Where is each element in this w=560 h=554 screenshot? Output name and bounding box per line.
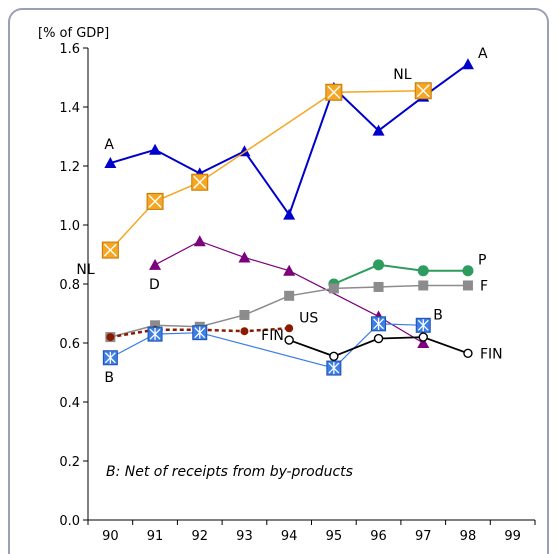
marker-f [150, 320, 161, 331]
series-line-p [333, 263, 468, 285]
chart-annotation: B: Net of receipts from by-products [106, 464, 353, 480]
marker-d [283, 264, 296, 276]
marker-fin [329, 351, 339, 361]
x-tick-label: 96 [370, 529, 387, 544]
marker-nl [325, 83, 343, 101]
marker-nl [101, 241, 119, 259]
y-tick-label: 0.0 [59, 514, 80, 529]
x-tick-label: 95 [326, 529, 343, 544]
series-label-fin: FIN [480, 346, 503, 362]
marker-fin [463, 348, 473, 359]
series-label-fin: FIN [261, 328, 284, 344]
marker-fin [418, 332, 428, 342]
x-tick-label: 93 [236, 529, 253, 544]
chart-frame [8, 8, 549, 554]
marker-us [240, 327, 249, 336]
x-tick-label: 90 [102, 529, 119, 544]
y-tick-label: 0.8 [59, 278, 80, 293]
series-label-nl: NL [76, 262, 94, 278]
marker-f [239, 309, 250, 320]
series-label-nl: NL [393, 67, 411, 83]
series-label-p: P [478, 253, 486, 269]
marker-f [418, 280, 429, 291]
series-label-a: A [478, 46, 488, 62]
series-labels: A A NL NL D PF US B B FIN FIN [76, 46, 502, 386]
marker-fin [373, 333, 384, 344]
marker-nl [191, 173, 209, 191]
marker-b [147, 326, 163, 342]
y-tick-label: 0.6 [59, 337, 80, 352]
marker-nl [414, 82, 432, 100]
series-line-nl [109, 90, 424, 251]
series-label-b: B [104, 370, 114, 386]
y-tick-label: 1.2 [59, 160, 80, 175]
marker-a [104, 157, 117, 169]
marker-us [106, 333, 115, 342]
marker-f [328, 283, 339, 294]
marker-f [462, 280, 473, 291]
x-tick-label: 98 [460, 529, 477, 544]
marker-b [192, 325, 208, 341]
marker-f [284, 290, 295, 301]
marker-d [149, 258, 162, 270]
x-tick-label: 92 [191, 529, 208, 544]
marker-p [373, 259, 385, 271]
y-axis-label: [% of GDP] [38, 26, 109, 41]
series-label-f: F [480, 278, 488, 294]
marker-a [461, 58, 474, 70]
marker-us [285, 324, 294, 333]
series-nl [101, 82, 432, 259]
marker-b [371, 316, 387, 332]
marker-d [193, 235, 206, 247]
marker-p [417, 265, 429, 277]
marker-p [462, 265, 474, 277]
marker-b [415, 317, 431, 333]
y-tick-label: 1.6 [59, 42, 80, 57]
series-label-a: A [104, 137, 114, 153]
series-line-us [110, 327, 290, 339]
y-tick-label: 0.4 [59, 396, 80, 411]
series-label-b: B [433, 307, 443, 323]
series-line-a [110, 63, 469, 217]
marker-a [149, 143, 162, 155]
x-tick-label: 99 [504, 529, 521, 544]
marker-d [238, 251, 251, 263]
series-label-us: US [299, 310, 318, 326]
x-tick-label: 94 [281, 529, 298, 544]
series-label-d: D [149, 277, 160, 293]
marker-a [372, 124, 385, 136]
x-tick-label: 91 [147, 529, 164, 544]
y-tick-label: 0.2 [59, 455, 80, 470]
series-fin [284, 332, 473, 361]
x-tick-label: 97 [415, 529, 432, 544]
marker-d [417, 337, 430, 348]
series-b [102, 316, 431, 376]
marker-fin [284, 335, 294, 345]
marker-a [283, 208, 296, 220]
marker-b [326, 360, 342, 376]
marker-b [102, 350, 118, 366]
y-tick-label: 1.0 [59, 219, 80, 234]
marker-nl [146, 192, 164, 210]
series-layer [101, 58, 474, 376]
marker-f [373, 281, 384, 292]
y-tick-label: 1.4 [59, 101, 80, 116]
axes: 0.0 0.2 0.4 0.6 0.8 1.0 1.2 1.4 1.6 90 91 92 93 94 95 9… [59, 42, 536, 544]
